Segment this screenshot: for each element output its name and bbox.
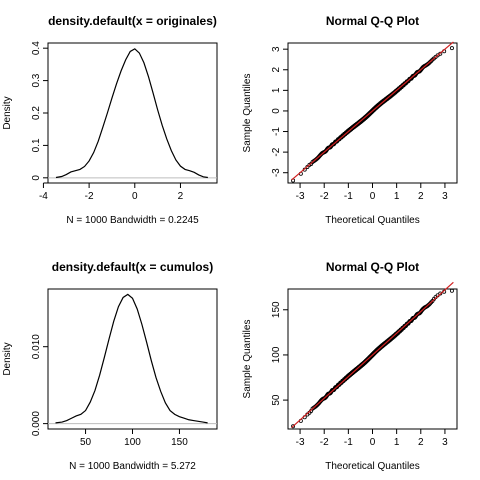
plot-title: Normal Q-Q Plot <box>326 260 419 274</box>
x-tick-label: 2 <box>178 191 184 202</box>
x-tick-label: 0 <box>370 191 376 202</box>
y-tick-label: 50 <box>271 394 282 406</box>
y-tick-label: 3 <box>271 46 282 52</box>
x-tick-label: -3 <box>296 437 305 448</box>
y-tick-label: 0.2 <box>31 106 42 120</box>
qq-point <box>438 51 443 56</box>
x-axis: 50 100 150 <box>80 428 188 448</box>
panel-3: density.default(x = cumulos) 50 100 150 0.00… <box>2 260 218 472</box>
x-axis: -3 -2 -1 0 1 2 3 <box>296 428 448 448</box>
y-tick-label: -3 <box>271 168 282 177</box>
plot-title: Normal Q-Q Plot <box>326 14 419 28</box>
qq-point <box>449 288 454 293</box>
y-tick-label: 100 <box>271 346 282 363</box>
x-tick-label: -1 <box>344 437 353 448</box>
y-axis-label: Sample Quantiles <box>242 74 253 153</box>
y-axis-label: Density <box>2 342 13 375</box>
y-tick-label: 0.010 <box>31 334 42 359</box>
y-axis-label: Sample Quantiles <box>242 320 253 399</box>
y-tick-label: 0.1 <box>31 138 42 152</box>
panel-1: density.default(x = originales) -4 -2 0 2 0 0.… <box>2 14 218 226</box>
qq-points <box>291 288 454 429</box>
x-tick-label: 1 <box>394 437 400 448</box>
x-tick-label: 0 <box>132 191 138 202</box>
x-tick-label: -2 <box>85 191 94 202</box>
qq-point <box>291 424 296 429</box>
y-tick-label: 0.4 <box>31 41 42 55</box>
density-curve <box>55 293 208 424</box>
qq-point <box>427 302 432 307</box>
qq-point <box>427 60 432 65</box>
y-axis: 0 0.1 0.2 0.3 0.4 <box>31 41 49 181</box>
y-tick-label: 0 <box>31 175 42 181</box>
y-axis-label: Density <box>2 96 13 129</box>
x-axis-label: Theoretical Quantiles <box>325 461 420 472</box>
x-tick-label: -3 <box>296 191 305 202</box>
x-tick-label: 0 <box>370 437 376 448</box>
qq-point <box>428 60 433 65</box>
x-tick-label: -1 <box>344 191 353 202</box>
panel-2: Normal Q-Q Plot -3 -2 -1 0 1 2 3 -3 -2 -1 0 1 2 3 Theor… <box>242 14 458 226</box>
y-axis: 50 100 150 <box>271 301 289 406</box>
y-tick-label: 0.000 <box>31 411 42 436</box>
x-tick-label: 1 <box>394 191 400 202</box>
qq-point <box>305 164 310 169</box>
qq-reference-line <box>291 281 454 429</box>
x-tick-label: 100 <box>124 437 141 448</box>
y-tick-label: 1 <box>271 87 282 93</box>
y-tick-label: 0 <box>271 108 282 114</box>
y-axis: 0.000 0.010 <box>31 334 49 436</box>
qq-reference-line <box>291 41 454 181</box>
x-tick-label: 3 <box>442 437 448 448</box>
qq-point <box>438 291 443 296</box>
density-curve <box>55 48 208 179</box>
x-axis-label: Theoretical Quantiles <box>325 215 420 226</box>
x-tick-label: 2 <box>418 191 424 202</box>
x-tick-label: 150 <box>171 437 188 448</box>
x-axis-label: N = 1000 Bandwidth = 5.272 <box>69 461 196 472</box>
x-axis: -3 -2 -1 0 1 2 3 <box>296 182 448 202</box>
x-tick-label: -4 <box>39 191 48 202</box>
y-tick-label: -2 <box>271 147 282 156</box>
panel-4: Normal Q-Q Plot -3 -2 -1 0 1 2 3 50 100 150 Theoret… <box>242 260 458 472</box>
x-tick-label: -2 <box>320 437 329 448</box>
x-tick-label: 3 <box>442 191 448 202</box>
x-tick-label: 2 <box>418 437 424 448</box>
plot-title: density.default(x = originales) <box>48 14 217 28</box>
x-tick-label: -2 <box>320 191 329 202</box>
y-tick-label: 0.3 <box>31 73 42 87</box>
qq-point <box>449 46 454 51</box>
x-axis: -4 -2 0 2 <box>39 182 184 202</box>
x-tick-label: 50 <box>80 437 92 448</box>
y-tick-label: 2 <box>271 67 282 73</box>
y-tick-label: 150 <box>271 301 282 318</box>
y-axis: -3 -2 -1 0 1 2 3 <box>271 46 289 177</box>
plot-title: density.default(x = cumulos) <box>52 260 213 274</box>
y-tick-label: -1 <box>271 127 282 136</box>
x-axis-label: N = 1000 Bandwidth = 0.2245 <box>66 215 199 226</box>
